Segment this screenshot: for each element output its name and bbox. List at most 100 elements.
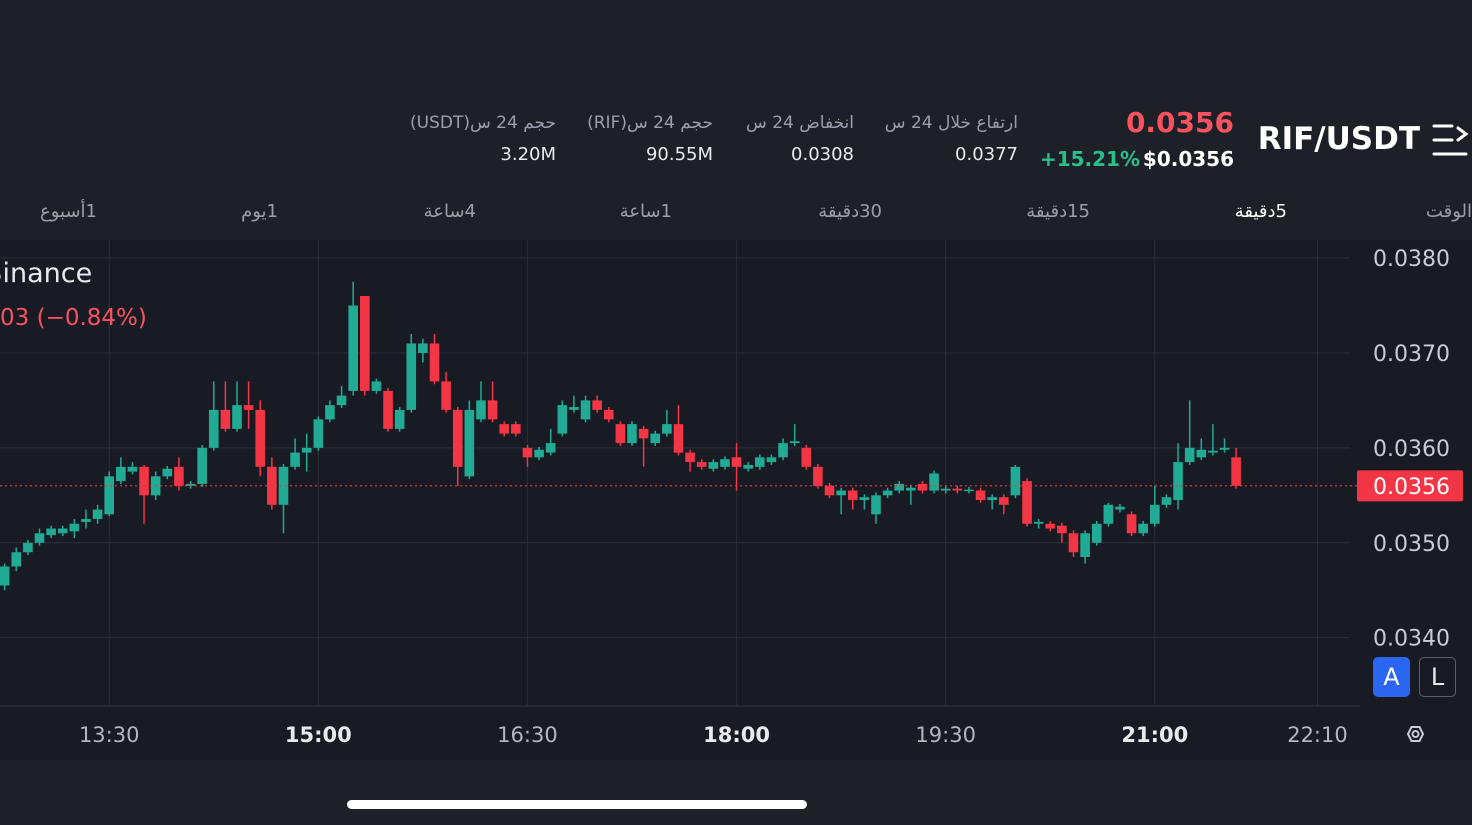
candle-body [371,381,382,391]
candle-body [545,443,556,453]
last-price-tag [1357,470,1463,502]
candle-body [917,483,928,491]
stat-label: حجم 24 س(USDT) [410,113,556,133]
candle-body [116,466,126,482]
timeframe-tab[interactable]: 30دقيقة [818,201,882,222]
candle-body [1068,533,1079,553]
candle-body [743,464,753,469]
candle-body [964,489,974,492]
candle-body [394,409,405,429]
candle-body [929,473,939,491]
candle-body [441,381,451,410]
candle-body [162,468,173,477]
candle-body [127,466,138,472]
auto-scale-button[interactable]: A [1373,657,1410,697]
candle-body [383,390,393,429]
y-tick-label: 0.0340 [1373,627,1450,652]
candle-body [882,490,893,496]
candle-body [662,424,672,434]
settings-icon[interactable] [1406,726,1425,742]
x-tick-label: 21:00 [1121,723,1188,747]
candle-body [23,542,33,553]
candle-body [429,343,440,382]
legend-change: 03 (−0.84%) [0,305,147,331]
candle-body [731,457,742,467]
candle-body [220,409,231,429]
symbol: RIF/USDT [1257,121,1420,157]
price-usd: $0.0356 [1142,147,1234,171]
candle-body [0,566,10,586]
candle-body [348,305,358,391]
candle-body [1115,506,1125,510]
last-price-label: 0.0356 [1373,475,1450,500]
candle-body [1150,504,1160,524]
stat-label: حجم 24 س(RIF) [587,113,713,133]
x-tick-label: 19:30 [915,723,976,747]
menu-icon[interactable] [1432,124,1469,156]
stat-label: ارتفاع خلال 24 س [884,113,1018,133]
candle-body [685,452,695,463]
timeframe-tab[interactable]: 1أسبوع [39,201,97,222]
candle-body [638,428,649,439]
candle-body [720,459,730,467]
candle-body [313,419,324,448]
candle-body [836,490,846,496]
candle-body [1080,533,1090,557]
x-tick-label: 16:30 [497,723,558,747]
candle-body [894,483,905,491]
candle-body [1022,481,1032,524]
candle-body [336,395,347,406]
stat-value: 0.0377 [955,144,1018,165]
log-scale-button[interactable]: L [1419,657,1456,697]
candle-body [847,490,858,501]
candle-body [1231,457,1241,486]
candle-body [139,466,149,496]
candle-body [627,424,637,444]
candle-body [1091,523,1102,543]
timeframe-tab[interactable]: 4ساعة [423,201,476,222]
timeframe-tab[interactable]: 15دقيقة [1026,201,1090,222]
candle-body [360,295,370,391]
candle-body [1219,447,1230,450]
candle-body [650,433,661,444]
candle-body [487,400,498,420]
candle-body [813,466,823,486]
stat-value: 0.0308 [791,144,854,165]
timeframe-tab[interactable]: الوقت [1425,201,1472,222]
candle-body [185,483,196,486]
candle-body [789,441,800,444]
stat-value: 3.20M [500,144,556,165]
candle-body [325,405,335,420]
candle-body [859,497,870,501]
x-tick-label: 18:00 [703,723,770,747]
home-indicator [347,800,807,809]
candle-body [603,409,614,420]
candle-body [1033,521,1044,524]
candle-body [197,447,207,484]
candle-body [278,466,289,505]
candle-body [766,457,777,463]
candle-body [1103,504,1114,524]
price-change: +15.21% [1039,147,1140,171]
candle-body [557,405,568,434]
candle-body [406,343,417,410]
candle-body [708,462,719,469]
timeframe-tab[interactable]: 5دقيقة [1234,201,1287,222]
candle-body [755,457,765,467]
candle-body [418,343,428,353]
y-tick-label: 0.0370 [1373,342,1450,367]
candle-body [1057,525,1067,534]
y-tick-label: 0.0380 [1373,247,1450,272]
candle-body [801,447,812,467]
candle-body [452,409,463,467]
candle-body [243,405,254,410]
candle-body [998,497,1009,505]
legend-exchange: Binance [0,258,92,289]
candle-body [1184,447,1195,463]
last-price: 0.0356 [1125,106,1234,139]
timeframe-tab[interactable]: 1ساعة [619,201,672,222]
y-tick-label: 0.0350 [1373,532,1450,557]
timeframe-tab[interactable]: 1يوم [241,201,278,222]
